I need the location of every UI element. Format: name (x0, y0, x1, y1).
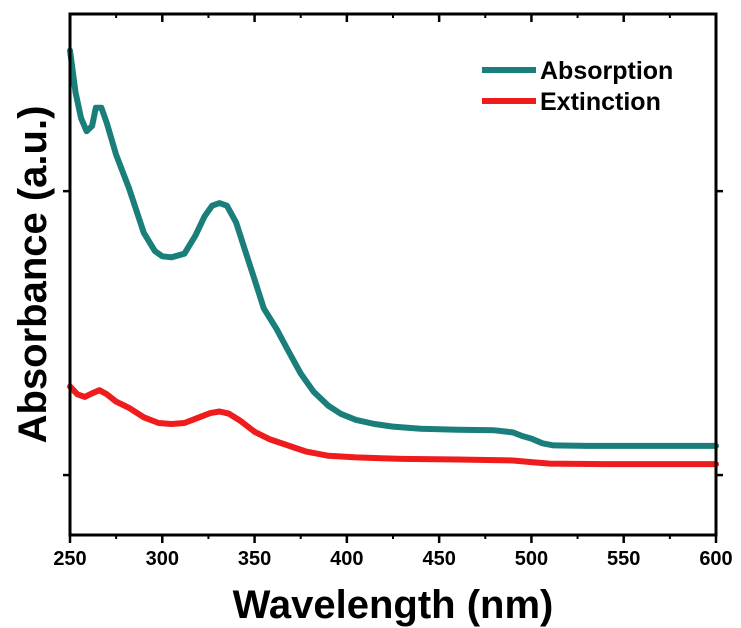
legend-label: Extinction (540, 88, 661, 116)
x-tick-label: 550 (607, 548, 640, 570)
legend: Absorption Extinction (482, 57, 673, 116)
x-tick-label: 500 (515, 548, 548, 570)
x-tick-label: 350 (238, 548, 271, 570)
x-tick-label: 300 (146, 548, 179, 570)
plot-area (67, 47, 719, 468)
x-tick-label: 450 (422, 548, 455, 570)
y-axis-title: Absorbance (a.u.) (11, 106, 55, 444)
x-tick-label: 600 (699, 548, 732, 570)
axes: 250 300 350 400 450 500 550 600 (53, 12, 733, 570)
legend-label: Absorption (540, 57, 673, 85)
series-line-extinction (67, 383, 719, 468)
series-line-absorption (67, 47, 719, 449)
x-axis-title: Wavelength (nm) (233, 583, 554, 627)
x-tick-label: 400 (330, 548, 363, 570)
x-tick-label: 250 (53, 548, 86, 570)
